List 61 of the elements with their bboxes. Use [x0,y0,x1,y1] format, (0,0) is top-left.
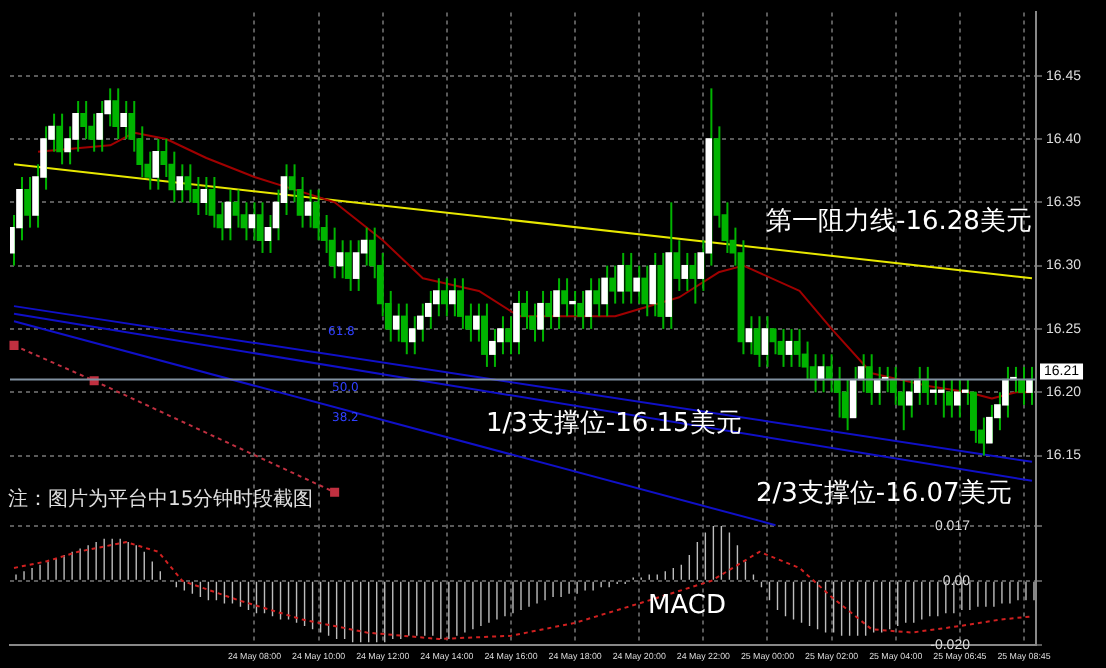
candlestick [521,289,529,330]
candlestick [120,100,128,141]
annotation: 第一阻力线-16.28美元 [766,204,1032,237]
candlestick [625,251,633,305]
candlestick [769,327,777,356]
point [9,340,19,350]
candlestick [633,264,641,305]
candlestick [440,277,448,318]
candlestick [793,327,801,368]
candlestick [400,302,408,356]
candlestick [537,289,545,343]
candlestick [569,289,577,318]
candlestick [593,277,601,318]
candlestick [649,251,657,318]
candlestick [585,277,593,330]
candlestick [96,100,104,153]
candlestick [208,175,216,229]
candlestick [945,378,953,419]
candlestick [753,315,761,368]
line-series [13,541,1033,640]
candlestick [681,251,689,292]
candlestick [24,175,32,229]
candlestick [561,277,569,318]
candlestick [1018,365,1025,406]
candlestick [761,315,769,368]
candlestick [673,239,681,292]
candlestick [232,188,240,229]
candlestick [224,188,232,242]
candlestick [184,163,192,204]
candlestick [176,163,184,204]
candlestick [449,277,456,318]
candlestick [601,264,609,318]
candlestick [248,201,256,242]
candlestick [344,239,352,292]
candlestick [200,175,208,216]
candlestick [553,277,561,330]
candlestick [689,251,697,305]
candlestick [56,112,64,166]
candlestick [1026,365,1033,406]
candlestick [545,289,553,330]
annotation: 2/3支撑位-16.07美元 [756,476,1012,509]
annotation: 注：图片为平台中15分钟时段截图 [8,487,314,512]
point [330,487,340,497]
candlestick [577,289,585,330]
candlestick [641,264,649,318]
candlestick [617,251,625,305]
candlestick [505,315,512,356]
candlestick [457,277,464,330]
candlestick [785,327,793,368]
annotation: MACD [648,590,726,621]
candlestick [609,264,617,305]
candlestick [481,302,488,368]
candlestick [80,100,88,141]
candlestick [152,138,160,191]
candlestick [513,289,520,356]
candlestick [352,239,360,292]
candlestick [312,188,320,242]
candlestick [256,201,264,254]
candlestick [777,327,785,368]
candlestick [112,87,120,141]
candlestick [953,378,961,419]
